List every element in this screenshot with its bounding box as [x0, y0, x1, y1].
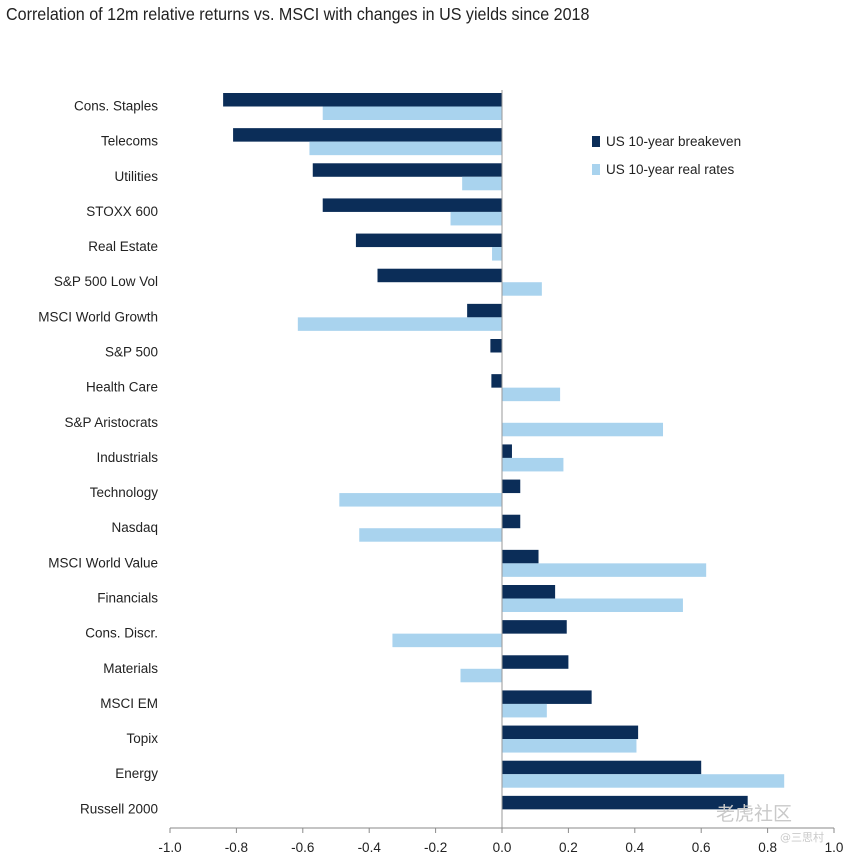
category-label: MSCI EM — [100, 696, 158, 711]
category-label: Russell 2000 — [80, 801, 158, 816]
bar-real-rates-11 — [339, 493, 502, 507]
bar-breakeven-3 — [322, 198, 502, 212]
bar-real-rates-3 — [450, 211, 502, 226]
legend-label-breakeven: US 10-year breakeven — [606, 133, 742, 149]
bar-real-rates-12 — [359, 528, 502, 542]
legend-item-real-rates: US 10-year real rates — [592, 155, 741, 183]
bar-real-rates-6 — [297, 317, 502, 331]
chart-title: Correlation of 12m relative returns vs. … — [6, 4, 590, 24]
x-tick-label: -0.4 — [358, 840, 382, 855]
bar-real-rates-5 — [502, 282, 542, 296]
bar-real-rates-13 — [502, 563, 707, 577]
bar-real-rates-4 — [492, 247, 502, 261]
category-label: Telecoms — [101, 134, 158, 149]
category-label: Industrials — [96, 450, 158, 465]
legend: US 10-year breakeven US 10-year real rat… — [592, 127, 741, 183]
category-label: Cons. Discr. — [85, 626, 158, 641]
bar-breakeven-15 — [502, 620, 567, 634]
bar-real-rates-2 — [462, 176, 502, 191]
watermark-handle: @三思村 — [780, 831, 824, 844]
x-tick-label: -0.8 — [225, 840, 248, 855]
bar-breakeven-5 — [377, 268, 502, 283]
category-label: S&P 500 Low Vol — [54, 274, 158, 289]
bar-breakeven-12 — [502, 514, 521, 529]
category-label: Energy — [115, 766, 158, 781]
category-label: STOXX 600 — [86, 204, 158, 219]
legend-item-breakeven: US 10-year breakeven — [592, 127, 741, 155]
bar-breakeven-19 — [502, 760, 702, 775]
bar-real-rates-17 — [502, 703, 547, 718]
bar-real-rates-9 — [502, 422, 664, 437]
bar-real-rates-10 — [502, 457, 564, 472]
bar-breakeven-13 — [502, 549, 539, 564]
x-tick-label: -1.0 — [158, 840, 181, 855]
category-label: Cons. Staples — [74, 99, 158, 114]
bar-real-rates-18 — [502, 739, 637, 753]
category-label: Materials — [103, 661, 158, 676]
bar-real-rates-19 — [502, 774, 785, 788]
category-label: Health Care — [86, 380, 158, 395]
category-label: Financials — [97, 591, 158, 606]
bar-breakeven-16 — [502, 655, 569, 669]
category-label: MSCI World Growth — [38, 309, 158, 324]
x-tick-label: 0.2 — [559, 840, 578, 855]
legend-swatch-breakeven — [592, 135, 600, 147]
bar-real-rates-16 — [460, 668, 502, 683]
category-label: Technology — [90, 485, 159, 500]
bar-breakeven-20 — [502, 795, 748, 810]
x-tick-label: 0.0 — [493, 840, 512, 855]
x-tick-label: 0.8 — [758, 840, 777, 855]
category-label: S&P 500 — [105, 345, 158, 360]
watermark-logo: 老虎社区 — [716, 803, 793, 825]
bar-real-rates-8 — [502, 387, 561, 402]
x-tick-label: -0.6 — [291, 840, 314, 855]
category-label: Real Estate — [88, 239, 158, 254]
x-tick-label: 0.4 — [625, 840, 644, 855]
bar-breakeven-7 — [490, 339, 502, 353]
bar-breakeven-14 — [502, 585, 556, 599]
bar-breakeven-1 — [233, 128, 502, 142]
legend-swatch-real-rates — [592, 163, 600, 175]
bar-real-rates-14 — [502, 598, 683, 612]
bar-breakeven-11 — [502, 479, 521, 494]
bar-real-rates-0 — [322, 106, 502, 120]
x-tick-label: 1.0 — [825, 840, 844, 855]
bar-breakeven-17 — [502, 690, 592, 704]
bar-real-rates-15 — [392, 633, 502, 648]
bar-breakeven-18 — [502, 725, 639, 740]
bar-breakeven-6 — [467, 303, 502, 318]
category-label: Nasdaq — [111, 520, 158, 535]
category-label: Utilities — [114, 169, 158, 184]
bar-real-rates-1 — [309, 141, 502, 156]
category-label: S&P Aristocrats — [64, 415, 158, 430]
category-label: Topix — [126, 731, 158, 746]
bar-breakeven-0 — [223, 93, 502, 107]
bar-breakeven-8 — [491, 374, 502, 388]
category-label: MSCI World Value — [48, 555, 158, 570]
x-tick-label: -0.2 — [424, 840, 447, 855]
bar-breakeven-10 — [502, 444, 512, 458]
bar-breakeven-2 — [312, 163, 502, 177]
x-tick-label: 0.6 — [692, 840, 711, 855]
bar-breakeven-4 — [355, 233, 502, 248]
legend-label-real-rates: US 10-year real rates — [606, 161, 735, 177]
